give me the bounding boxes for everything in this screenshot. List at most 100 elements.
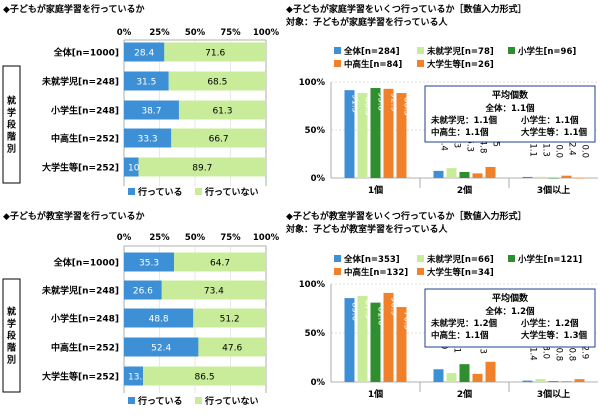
data-label: 47.6 bbox=[222, 344, 242, 354]
group-label: 就学段階別 bbox=[6, 306, 17, 366]
chart-subtitle: 対象：子どもが家庭学習を行っている人 bbox=[285, 16, 449, 28]
bar bbox=[574, 178, 585, 179]
category-label: 1個 bbox=[368, 184, 383, 196]
legend-swatch bbox=[417, 47, 424, 54]
bar-segment-no bbox=[198, 337, 266, 357]
legend-swatch bbox=[195, 188, 202, 195]
average-title: 平均個数 bbox=[492, 292, 529, 304]
legend-label: 行っていない bbox=[204, 186, 259, 198]
legend-swatch bbox=[417, 255, 424, 262]
data-label: 35.3 bbox=[139, 259, 159, 269]
legend-swatch bbox=[334, 47, 341, 54]
y-tick-label: 100% bbox=[299, 280, 326, 290]
bar bbox=[344, 90, 355, 178]
bar-segment-no bbox=[143, 366, 266, 386]
category-label: 2個 bbox=[457, 184, 472, 196]
bar-segment-yes bbox=[124, 42, 165, 62]
y-tick-label: 50% bbox=[305, 329, 326, 339]
legend-label: 行っている bbox=[137, 186, 183, 198]
average-line: 小学生：1.1個 bbox=[520, 115, 579, 126]
data-label: 33.3 bbox=[138, 135, 158, 145]
average-line: 中高生：1.1個 bbox=[431, 330, 489, 341]
data-label: 4.8 bbox=[478, 140, 488, 154]
data-label: 71.6 bbox=[205, 49, 225, 59]
bar bbox=[459, 171, 470, 178]
data-label: 66.7 bbox=[209, 135, 229, 145]
data-label: 2.4 bbox=[567, 142, 577, 156]
category-label: 中高生[n=252] bbox=[51, 133, 119, 145]
bar-segment-yes bbox=[124, 280, 162, 300]
legend-label: 小学生[n=121] bbox=[517, 254, 582, 265]
legend-label: 中高生[n=84] bbox=[344, 59, 402, 70]
data-label: 0.0 bbox=[554, 144, 564, 158]
group-label: 就学段階別 bbox=[6, 95, 17, 155]
data-label: 68.5 bbox=[207, 78, 227, 88]
bar bbox=[433, 369, 444, 382]
bar-segment-yes bbox=[124, 252, 175, 272]
legend-swatch bbox=[334, 268, 341, 275]
average-line: 大学生等：1.1個 bbox=[521, 127, 588, 138]
legend-label: 小学生[n=96] bbox=[517, 46, 576, 57]
legend-swatch bbox=[508, 47, 515, 54]
legend-swatch bbox=[334, 255, 341, 262]
bar-segment-no bbox=[138, 157, 266, 177]
bar bbox=[522, 380, 533, 382]
bar bbox=[472, 373, 483, 382]
legend-swatch bbox=[195, 397, 202, 404]
category-label: 1個 bbox=[368, 388, 383, 400]
bar-segment-no bbox=[164, 42, 266, 62]
bar bbox=[522, 176, 533, 178]
category-label: 2個 bbox=[457, 388, 472, 400]
data-label: 1.1 bbox=[528, 143, 538, 157]
bar bbox=[485, 361, 496, 382]
chart-title: ◆子どもが教室学習をいくつ行っているか［数値入力形式］ bbox=[286, 210, 526, 222]
legend-swatch bbox=[128, 397, 135, 404]
bar-segment-yes bbox=[124, 128, 172, 148]
average-line: 大学生等：1.3個 bbox=[521, 330, 588, 341]
bar bbox=[357, 295, 368, 382]
chart-subtitle: 対象：子どもが教室学習を行っている人 bbox=[285, 223, 449, 235]
legend-label: 大学生等[n=34] bbox=[427, 267, 494, 278]
data-label: 93.8 bbox=[376, 92, 386, 111]
average-line: 未就学児：1.1個 bbox=[430, 115, 498, 126]
category-label: 3個以上 bbox=[537, 184, 570, 196]
bar-segment-no bbox=[171, 128, 266, 148]
legend-label: 中高生[n=132] bbox=[344, 267, 408, 278]
data-label: 1.4 bbox=[528, 347, 538, 361]
bar-segment-no bbox=[174, 252, 266, 272]
data-label: 28.4 bbox=[134, 49, 154, 59]
legend-label: 大学生等[n=26] bbox=[427, 59, 494, 70]
data-label: 2.9 bbox=[580, 346, 590, 360]
category-label: 全体[n=1000] bbox=[53, 47, 119, 59]
bar bbox=[574, 379, 585, 382]
data-label: 89.7 bbox=[192, 164, 212, 174]
x-tick-label: 100% bbox=[253, 28, 280, 38]
x-tick-label: 75% bbox=[220, 28, 241, 38]
data-label: 73.4 bbox=[204, 287, 224, 297]
data-label: 0.8 bbox=[567, 348, 577, 362]
chart-title: ◆子どもが家庭学習を行っているか bbox=[3, 3, 144, 15]
bar bbox=[344, 298, 355, 382]
bar bbox=[472, 173, 483, 178]
chart-title: ◆子どもが家庭学習をいくつ行っているか［数値入力形式］ bbox=[286, 3, 526, 15]
legend-label: 未就学児[n=78] bbox=[426, 46, 494, 57]
chart-title: ◆子どもが教室学習を行っているか bbox=[3, 210, 144, 222]
bar bbox=[561, 381, 572, 382]
bar-segment-yes bbox=[124, 337, 199, 357]
bar bbox=[561, 175, 572, 178]
x-tick-label: 50% bbox=[185, 233, 206, 243]
data-label: 90.9 bbox=[389, 297, 399, 316]
average-title: 平均個数 bbox=[492, 89, 529, 101]
legend-label: 行っている bbox=[137, 395, 183, 407]
x-tick-label: 25% bbox=[149, 233, 170, 243]
legend-swatch bbox=[334, 60, 341, 67]
data-label: 87.9 bbox=[363, 300, 373, 319]
bar bbox=[370, 87, 381, 178]
legend-swatch bbox=[128, 188, 135, 195]
y-tick-label: 0% bbox=[311, 378, 326, 388]
bar bbox=[383, 88, 394, 178]
y-tick-label: 50% bbox=[305, 126, 326, 136]
data-label: 10.3 bbox=[128, 164, 148, 174]
